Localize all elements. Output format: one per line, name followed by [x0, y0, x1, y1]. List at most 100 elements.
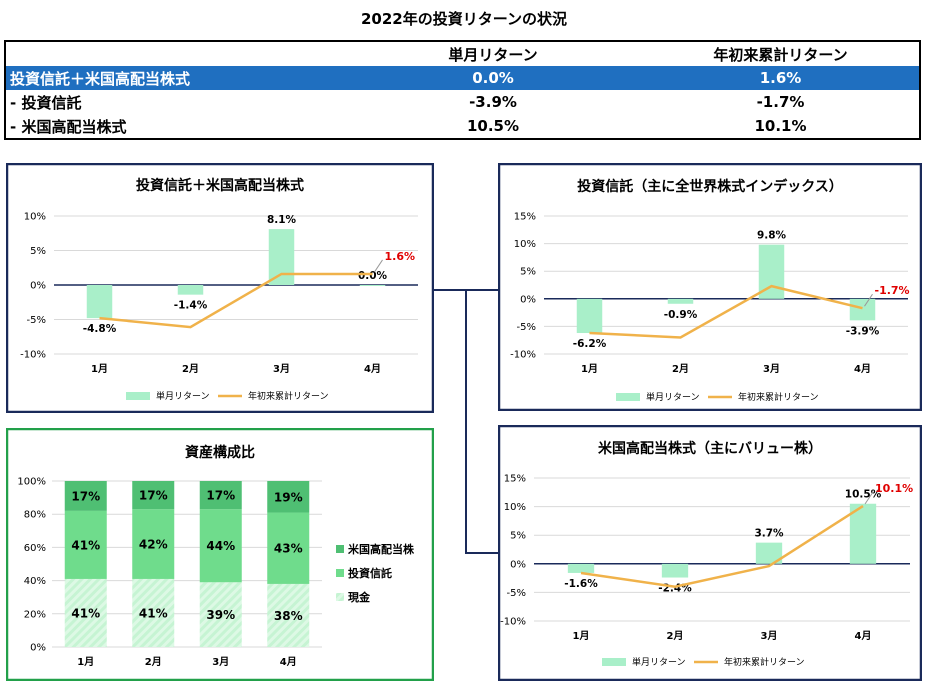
cumulative-return-line [99, 272, 373, 329]
bar-data-label: -3.9% [846, 325, 880, 337]
bar-data-label: 0.0% [358, 270, 388, 282]
bar [849, 298, 876, 321]
y-tick-label: -10% [20, 350, 46, 361]
bar-data-label: -4.8% [83, 323, 117, 335]
segment-data-label: 17% [71, 489, 100, 503]
legend-swatch [336, 569, 344, 577]
summary-row-total: 投資信託＋米国高配当株式 0.0% 1.6% [5, 66, 920, 90]
line-data-label: 10.1% [875, 482, 913, 495]
x-tick-label: 2月 [145, 656, 162, 668]
summary-row-monthly: -3.9% [469, 93, 517, 111]
summary-row-ytd: -1.7% [756, 93, 805, 111]
legend-label: 単月リターン [632, 656, 686, 668]
legend-swatch-bar [126, 392, 150, 400]
y-tick-label: 20% [24, 609, 46, 620]
segment-data-label: 41% [71, 538, 100, 552]
bar [667, 298, 694, 304]
y-tick-label: 5% [520, 267, 536, 278]
segment-data-label: 38% [274, 609, 303, 623]
x-tick-label: 2月 [182, 363, 199, 375]
line-data-label: -1.7% [875, 284, 910, 297]
segment-data-label: 41% [139, 606, 168, 620]
y-tick-label: 10% [514, 239, 536, 250]
y-tick-label: 15% [504, 474, 526, 485]
asset-allocation-panel: 資産構成比 100% 80% 60% 40% 20% 0% 41% 41% 17% 1月 41% 42%… [5, 427, 435, 682]
bar [849, 503, 877, 564]
x-tick-label: 1月 [581, 363, 598, 375]
y-tick-label: 5% [30, 246, 46, 257]
segment-data-label: 17% [139, 489, 168, 503]
summary-row-label: - 投資信託 [10, 93, 82, 112]
y-tick-label: -10% [510, 350, 536, 361]
summary-row-label: 投資信託＋米国高配当株式 [5, 66, 344, 90]
bar-data-label: 10.5% [845, 489, 882, 501]
fund-return-panel: 投資信託（主に全世界株式インデックス） 15% 10% 5% 0% -5% -10% -6.2… [497, 162, 923, 412]
x-tick-label: 4月 [280, 656, 297, 668]
line-data-label: 1.6% [385, 250, 416, 263]
legend-label: 年初来累計リターン [738, 391, 819, 403]
y-tick-label: 0% [30, 643, 46, 654]
bar-data-label: -1.6% [564, 578, 598, 590]
x-tick-label: 4月 [855, 630, 872, 642]
chart-title: 投資信託＋米国高配当株式 [136, 177, 304, 194]
y-tick-label: 100% [17, 477, 46, 488]
bar-data-label: 9.8% [757, 230, 787, 242]
segment-data-label: 41% [71, 606, 100, 620]
stack-segment [199, 481, 242, 510]
x-tick-label: 1月 [77, 656, 94, 668]
label-leader [864, 491, 874, 505]
bar-data-label: -0.9% [664, 309, 698, 321]
bar [755, 542, 783, 564]
legend-label: 単月リターン [156, 390, 210, 402]
bar [567, 563, 595, 573]
x-tick-label: 2月 [667, 630, 684, 642]
cumulative-return-line [589, 284, 863, 339]
segment-data-label: 43% [274, 542, 303, 556]
y-tick-label: 80% [24, 510, 46, 521]
segment-data-label: 39% [206, 608, 235, 622]
stack-segment [267, 481, 310, 513]
stack-segment [267, 512, 310, 584]
stack-segment [64, 510, 107, 579]
x-tick-label: 4月 [854, 363, 871, 375]
summary-row-ytd: 10.1% [754, 117, 807, 135]
bar-data-label: 8.1% [267, 214, 297, 226]
y-tick-label: 0% [520, 294, 536, 305]
chart-title: 投資信託（主に全世界株式インデックス） [577, 178, 843, 195]
y-tick-label: 10% [504, 502, 526, 513]
bar [268, 229, 295, 285]
page-title: 2022年の投資リターンの状況 [361, 10, 567, 28]
summary-row-us-stock: - 米国高配当株式 10.5% 10.1% [5, 114, 920, 139]
y-tick-label: 15% [514, 212, 536, 223]
chart-title: 米国高配当株式（主にバリュー株） [598, 440, 822, 457]
legend-label: 米国高配当株 [347, 542, 415, 556]
x-tick-label: 1月 [91, 363, 108, 375]
stack-segment [132, 481, 175, 510]
summary-table: 単月リターン 年初来累計リターン 投資信託＋米国高配当株式 0.0% 1.6% … [4, 40, 921, 140]
segment-data-label: 44% [206, 539, 235, 553]
legend-label: 単月リターン [646, 391, 700, 403]
bar [86, 285, 113, 319]
stack-segment [267, 583, 310, 647]
y-tick-label: 0% [30, 281, 46, 292]
connector-line [434, 289, 498, 554]
y-tick-label: -5% [27, 315, 46, 326]
bar [359, 285, 386, 286]
chart-frame [5, 162, 435, 414]
stack-segment [132, 578, 175, 647]
summary-header-blank [5, 41, 344, 66]
summary-row-monthly: 0.0% [344, 66, 642, 90]
bar [576, 298, 603, 334]
summary-header-monthly: 単月リターン [448, 45, 538, 64]
summary-row-label: - 米国高配当株式 [10, 117, 127, 136]
label-leader [374, 259, 383, 273]
legend-swatch-bar [616, 393, 640, 401]
us-stock-return-panel: 米国高配当株式（主にバリュー株） 15% 10% 5% 0% -5% -10% -1.6% -2… [497, 424, 923, 682]
x-tick-label: 2月 [672, 363, 689, 375]
combined-return-panel: 投資信託＋米国高配当株式 10% 5% 0% -5% -10% -4.8% -1.4% 8.1%… [5, 162, 435, 414]
x-tick-label: 1月 [573, 630, 590, 642]
stack-segment [132, 509, 175, 579]
legend-label: 年初来累計リターン [724, 656, 805, 668]
us-stock-return-chart: 米国高配当株式（主にバリュー株）15%10%5%0%-5%-10%-1.6% -2… [497, 424, 923, 682]
y-tick-label: 0% [510, 559, 526, 570]
